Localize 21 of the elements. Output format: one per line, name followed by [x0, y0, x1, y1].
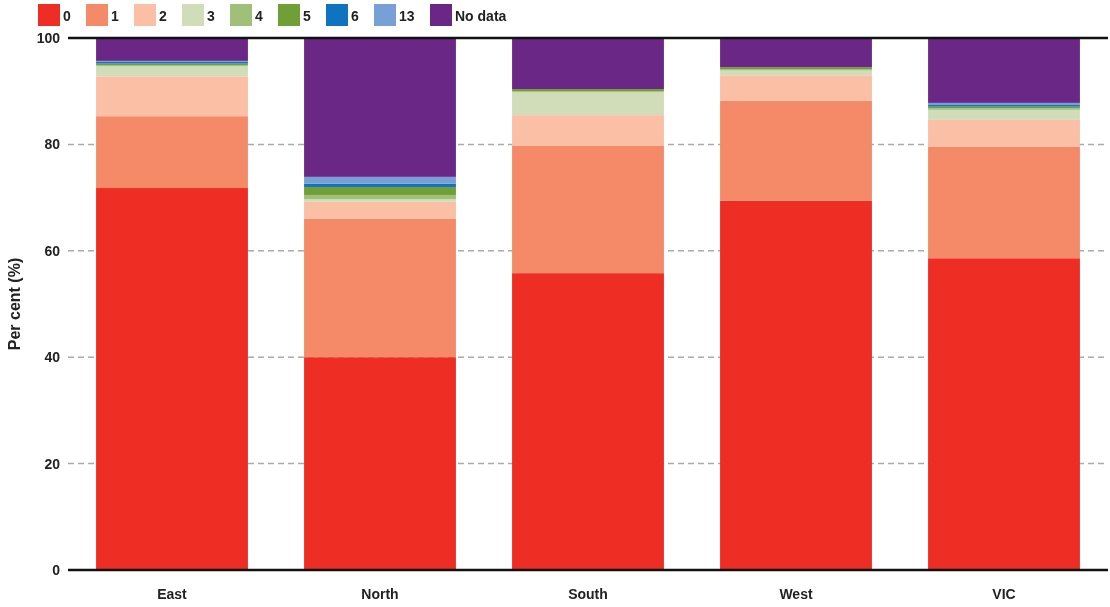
y-tick-label: 0 [52, 561, 61, 578]
x-tick-label: North [361, 586, 399, 602]
legend-label: 4 [255, 8, 263, 24]
x-tick-label: East [157, 586, 188, 602]
legend-label: 2 [159, 8, 167, 24]
y-tick-label: 20 [44, 455, 61, 472]
legend-label: No data [455, 8, 507, 24]
x-tick-label: West [779, 586, 813, 602]
y-tick-label: 60 [44, 242, 61, 259]
y-axis-title: Per cent (%) [6, 257, 23, 351]
legend-label: 6 [351, 8, 359, 24]
y-tick-label: 40 [44, 349, 61, 366]
x-tick-label: VIC [992, 586, 1016, 602]
legend-label: 5 [303, 8, 311, 24]
y-tick-label: 100 [36, 29, 61, 46]
x-tick-label: South [568, 586, 608, 602]
legend-label: 0 [63, 8, 71, 24]
y-tick-label: 80 [44, 136, 61, 153]
legend-label: 3 [207, 8, 215, 24]
legend-label: 13 [399, 8, 415, 24]
legend-label: 1 [111, 8, 119, 24]
